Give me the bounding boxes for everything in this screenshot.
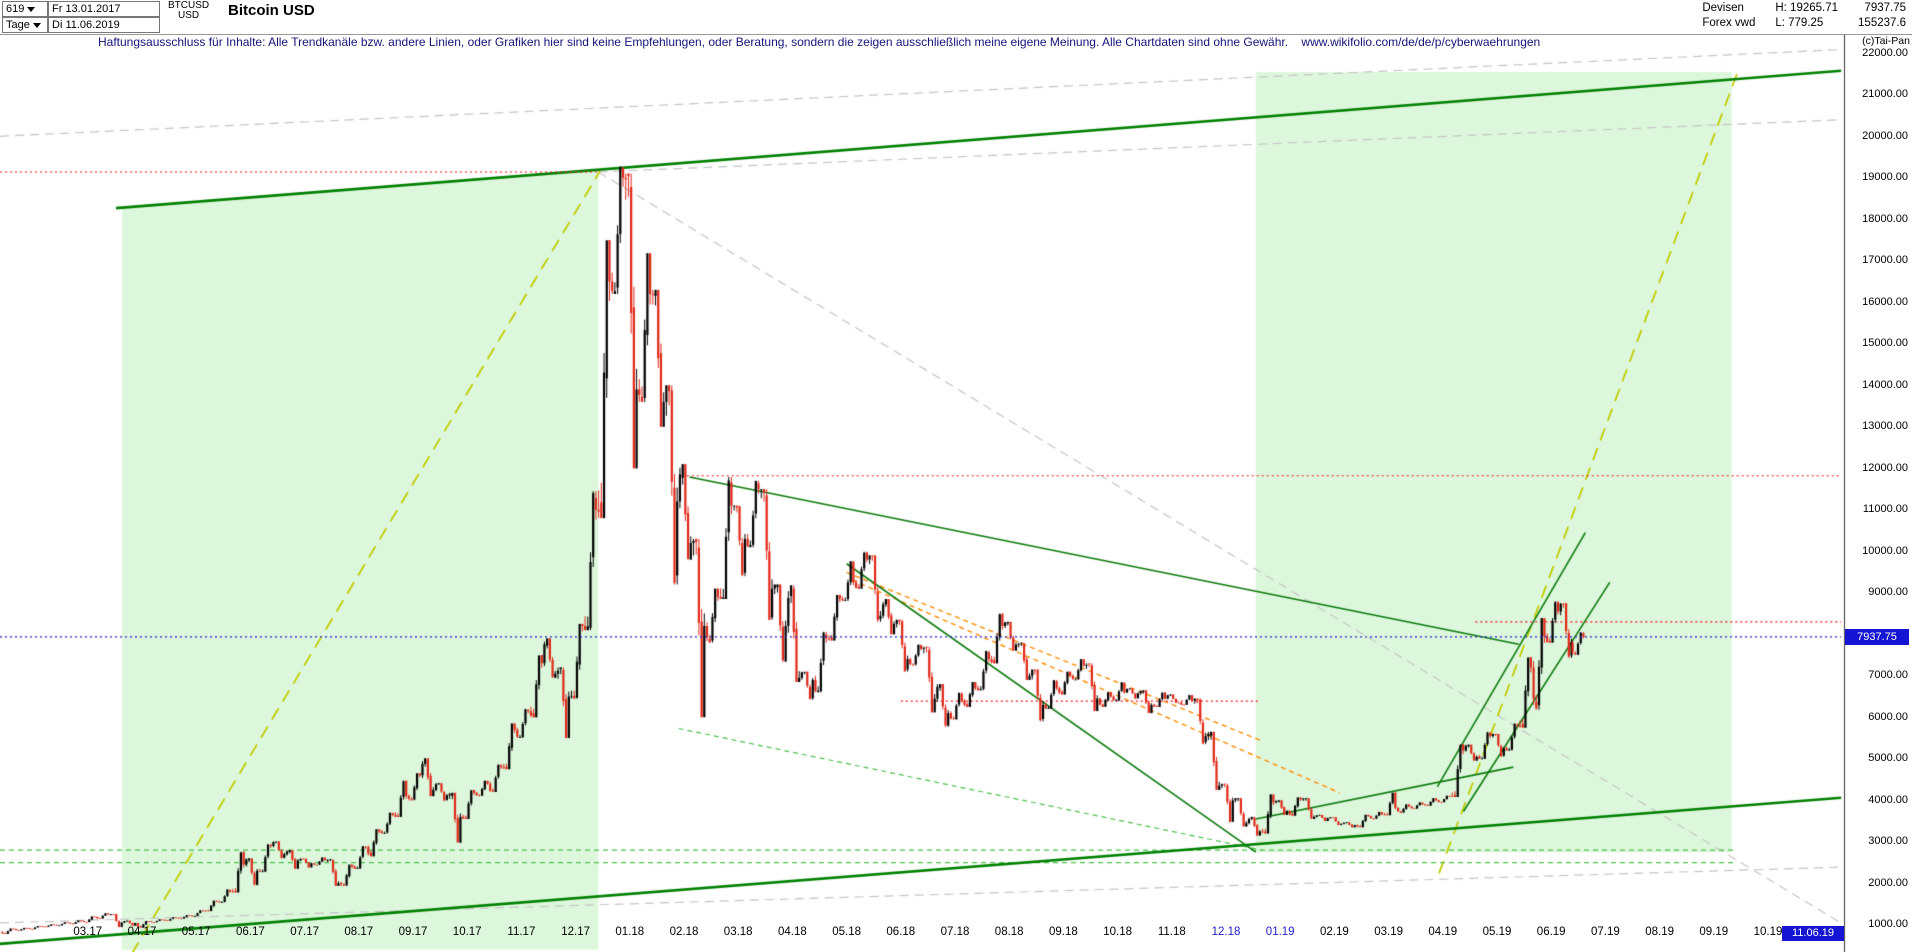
- x-axis-label: 09.19: [1699, 926, 1729, 938]
- period-high: H: 19265.71: [1775, 2, 1839, 14]
- x-axis-label: 05.18: [832, 926, 861, 938]
- x-axis-label: 04.19: [1428, 926, 1458, 938]
- x-axis-label: 03.17: [73, 926, 103, 938]
- price-axis: 1000.00 2000.00 3000.00 4000.00 5000.00 6000.…: [1844, 0, 1912, 952]
- instrument-title: Bitcoin USD: [228, 2, 315, 19]
- x-axis-label: 09.17: [398, 926, 428, 938]
- y-axis-tick-label: 2000.00: [1868, 876, 1908, 889]
- y-axis-tick-label: 16000.00: [1862, 295, 1908, 308]
- x-axis-label: 04.18: [778, 926, 807, 938]
- time-axis: 03.17 04.17 05.17 06.17 07.17 08.17 09.17 10.17…: [0, 926, 1912, 942]
- copyright-label: (c)Tai-Pan: [1862, 35, 1910, 47]
- timeframe-dropdown[interactable]: Tage: [2, 17, 48, 33]
- current-price-tag: 7937.75: [1845, 628, 1909, 645]
- x-axis-label: 03.19: [1374, 926, 1403, 938]
- y-axis-tick-label: 21000.00: [1862, 88, 1908, 101]
- feed-label: Forex vwd: [1702, 17, 1756, 29]
- y-axis-tick-label: 7000.00: [1868, 669, 1908, 682]
- y-axis-tick-label: 22000.00: [1862, 46, 1908, 59]
- y-axis-tick-label: 19000.00: [1862, 171, 1908, 184]
- chart-header: 619 Fr 13.01.2017 Tage Di 11.06.2019 BTC…: [0, 0, 1912, 35]
- x-axis-label: 06.19: [1536, 926, 1566, 938]
- timeframe-value: Tage: [6, 19, 30, 31]
- last-price: 7937.75: [1864, 2, 1906, 14]
- x-axis-label: 01.19: [1265, 926, 1295, 938]
- symbol-stack: BTCUSD USD: [168, 1, 209, 21]
- x-axis-label: 09.18: [1049, 926, 1078, 938]
- x-axis-label: 05.19: [1482, 926, 1512, 938]
- x-axis-label: 04.17: [127, 926, 157, 938]
- disclaimer-url: www.wikifolio.com/de/de/p/cyberwaehrunge…: [1301, 35, 1541, 49]
- period-low: L: 779.25: [1775, 17, 1824, 29]
- x-axis-label: 06.18: [886, 926, 916, 938]
- x-axis-label: 10.17: [452, 926, 482, 938]
- x-axis-label: 08.18: [994, 926, 1024, 938]
- y-axis-tick-label: 18000.00: [1862, 212, 1908, 225]
- start-date-value: Fr 13.01.2017: [52, 3, 121, 15]
- y-axis-tick-label: 20000.00: [1862, 129, 1908, 142]
- disclaimer-text: Haftungsausschluss für Inhalte: Alle Tre…: [98, 35, 1540, 49]
- x-axis-label: 10.19: [1753, 926, 1783, 938]
- y-axis-tick-label: 12000.00: [1862, 461, 1908, 474]
- disclaimer-row: Haftungsausschluss für Inhalte: Alle Tre…: [0, 34, 1912, 50]
- y-axis-tick-label: 17000.00: [1862, 254, 1908, 267]
- x-axis-label: 06.17: [236, 926, 265, 938]
- x-axis-label: 03.18: [723, 926, 753, 938]
- y-axis-tick-label: 9000.00: [1868, 586, 1908, 599]
- y-axis-tick-label: 6000.00: [1868, 710, 1908, 723]
- x-axis-label: 02.19: [1320, 926, 1349, 938]
- end-date-value: Di 11.06.2019: [52, 19, 120, 31]
- bars-count-value: 619: [6, 3, 25, 15]
- x-axis-label: 12.18: [1211, 926, 1241, 938]
- x-axis-label: 01.18: [615, 926, 645, 938]
- y-axis-tick-label: 11000.00: [1862, 503, 1908, 516]
- current-date-tag: 11.06.19: [1782, 926, 1844, 941]
- x-axis-label: 07.18: [940, 926, 970, 938]
- start-date-cell[interactable]: Fr 13.01.2017: [48, 1, 160, 17]
- y-axis-tick-label: 14000.00: [1862, 378, 1908, 391]
- volume-value: 155237.6: [1858, 17, 1906, 29]
- x-axis-label: 07.17: [290, 926, 319, 938]
- x-axis-label: 02.18: [669, 926, 699, 938]
- y-axis-tick-label: 3000.00: [1868, 835, 1908, 848]
- x-axis-label: 08.19: [1645, 926, 1674, 938]
- y-axis-tick-label: 5000.00: [1868, 752, 1908, 765]
- y-axis-tick-label: 10000.00: [1862, 544, 1908, 557]
- x-axis-label: 11.17: [507, 926, 536, 938]
- dropdown-caret-icon: [32, 22, 41, 28]
- y-axis-tick-label: 13000.00: [1862, 420, 1908, 433]
- x-axis-label: 08.17: [344, 926, 374, 938]
- symbol-currency: USD: [178, 10, 200, 21]
- y-axis-tick-label: 1000.00: [1868, 918, 1908, 931]
- disclaimer-body: Haftungsausschluss für Inhalte: Alle Tre…: [98, 35, 1289, 49]
- symbol-code: BTCUSD: [168, 0, 210, 11]
- x-axis-label: 10.18: [1103, 926, 1132, 938]
- y-axis-tick-label: 15000.00: [1862, 337, 1908, 350]
- bars-count-dropdown[interactable]: 619: [2, 1, 48, 17]
- x-axis-label: 05.17: [181, 926, 211, 938]
- market-label: Devisen: [1702, 2, 1744, 14]
- quote-info: Devisen H: 19265.71 7937.75 Forex vwd L:…: [1702, 1, 1906, 31]
- y-axis-tick-label: 4000.00: [1868, 793, 1908, 806]
- x-axis-label: 07.19: [1591, 926, 1620, 938]
- end-date-cell[interactable]: Di 11.06.2019: [48, 17, 160, 33]
- chart-settings-cells: 619 Fr 13.01.2017 Tage Di 11.06.2019: [2, 1, 160, 33]
- dropdown-caret-icon: [27, 6, 36, 12]
- x-axis-label: 11.18: [1157, 926, 1186, 938]
- x-axis-label: 12.17: [561, 926, 590, 938]
